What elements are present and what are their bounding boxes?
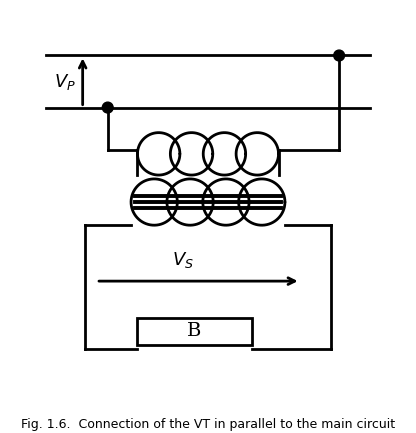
Text: $V_P$: $V_P$: [54, 72, 76, 93]
Bar: [136, 318, 253, 345]
Circle shape: [334, 50, 344, 61]
Circle shape: [102, 102, 113, 113]
Text: $V_S$: $V_S$: [172, 250, 194, 270]
Text: Fig. 1.6.  Connection of the VT in parallel to the main circuit: Fig. 1.6. Connection of the VT in parall…: [21, 418, 395, 431]
Text: B: B: [187, 322, 202, 340]
